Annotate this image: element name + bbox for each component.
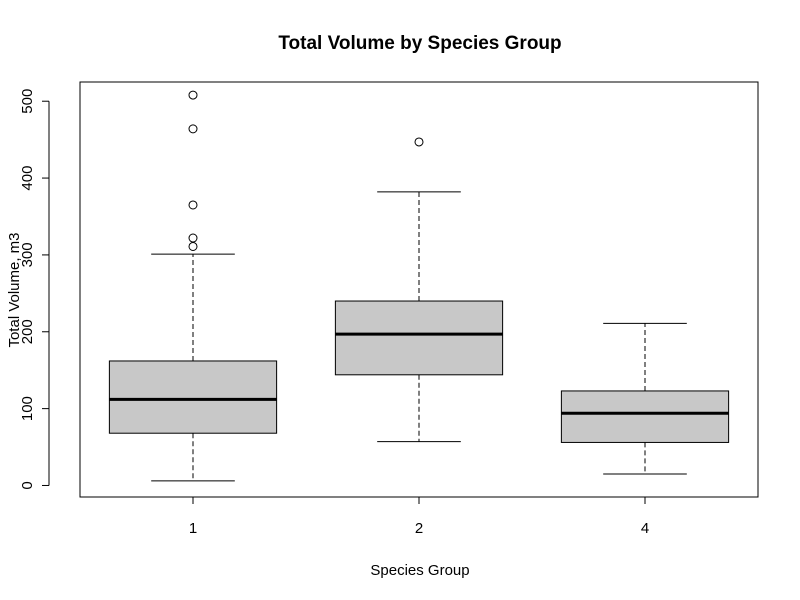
- y-tick-label: 500: [19, 89, 36, 114]
- y-axis: 0 100 200 300 400 500: [19, 89, 50, 490]
- y-tick-label: 400: [19, 166, 36, 191]
- chart-title: Total Volume by Species Group: [278, 33, 561, 54]
- y-tick-label: 300: [19, 242, 36, 267]
- outlier-point: [188, 200, 198, 210]
- box-group-1: [108, 90, 278, 482]
- outlier-point: [414, 137, 424, 147]
- iqr-box: [108, 360, 278, 434]
- outlier-point: [188, 233, 198, 243]
- x-axis: 1 2 4: [189, 496, 649, 537]
- boxes-layer: [108, 90, 730, 482]
- x-axis-label: Species Group: [370, 562, 469, 579]
- outlier-point: [188, 241, 198, 251]
- y-tick-label: 100: [19, 396, 36, 421]
- box-group-2: [334, 137, 504, 443]
- iqr-box: [560, 390, 730, 443]
- x-tick-label: 1: [189, 520, 197, 537]
- y-axis-label: Total Volume, m3: [6, 232, 23, 347]
- iqr-box: [334, 300, 504, 376]
- y-tick-label: 200: [19, 319, 36, 344]
- outlier-point: [188, 124, 198, 134]
- x-tick-label: 4: [641, 520, 649, 537]
- box-group-4: [560, 322, 730, 475]
- outlier-point: [188, 90, 198, 100]
- y-tick-label: 0: [19, 481, 36, 489]
- x-tick-label: 2: [415, 520, 423, 537]
